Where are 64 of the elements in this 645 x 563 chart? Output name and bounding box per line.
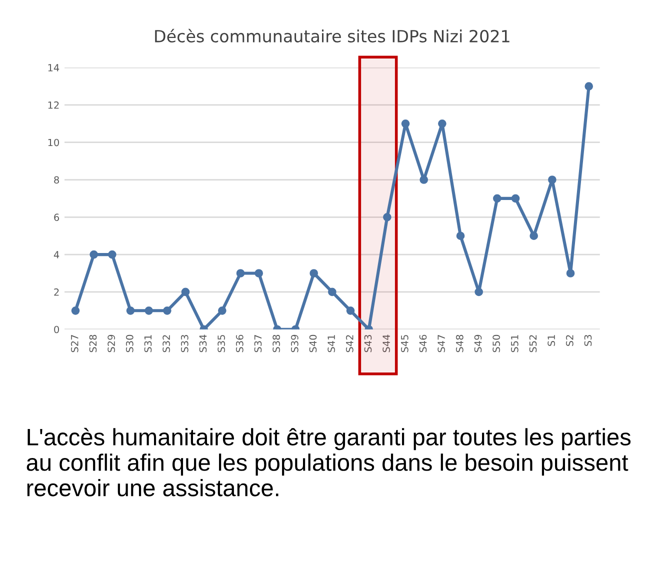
point [108,250,116,259]
x-tick-label: S42 [346,335,354,352]
x-tick-label: S40 [309,334,317,352]
point [401,119,410,128]
x-tick-label: S50 [492,334,500,352]
x-tick-label: S2 [566,335,574,346]
point [90,250,98,259]
x-tick-label: S37 [254,335,262,352]
x-tick-label: S36 [236,334,244,352]
point [310,269,318,278]
point [144,306,154,315]
x-tick-label: S32 [162,335,170,352]
y-tick-label: 2 [54,288,59,296]
x-tick-label: S44 [382,334,390,352]
x-tick-label: S52 [529,335,537,352]
point [218,306,226,315]
x-tick-label: S46 [419,334,427,352]
x-tick-label: S43 [364,334,372,352]
text: L'accès humanitaire doit être garanti par toutes les parties au conflit afin que les populations dans le besoin puissent recevoir une assistance. [26,428,631,496]
x-tick-label: S49 [474,334,482,352]
x-tick-label: S51 [510,335,518,352]
y-tick-label: 6 [54,214,60,221]
point [493,194,502,203]
x-tick-label: S30 [126,334,134,352]
x-tick-label: S1 [548,335,556,346]
point [328,288,336,296]
x-tick-label: S35 [218,335,225,352]
x-tick-label: S47 [438,335,445,352]
point [181,288,190,296]
point [474,288,484,296]
x-tick-label: S48 [456,334,464,352]
x-tick-label: S27 [70,335,78,352]
point [71,306,80,315]
chart-title: Décès communautaire sites IDPs Nizi 2021 [155,28,510,42]
point [383,212,392,222]
y-tick-label: 14 [48,64,60,72]
point [254,269,264,278]
point [236,269,245,278]
point [456,232,465,240]
y-tick-label: 10 [48,138,59,146]
point [548,176,556,184]
y-tick-label: 4 [54,251,60,258]
point [163,306,172,315]
point [346,306,355,315]
y-tick-label: 8 [54,176,59,184]
point [530,232,538,240]
point [420,176,428,184]
point [511,194,520,203]
x-tick-label: S3 [584,334,592,346]
x-tick-label: S41 [328,335,335,352]
y-tick-label: 12 [48,101,59,109]
point [126,306,135,315]
y-tick-label: 0 [54,326,59,334]
point [566,269,575,278]
x-tick-label: S28 [89,334,97,352]
point [584,82,594,90]
point [438,119,446,128]
x-tick-label: S38 [272,334,280,352]
x-tick-label: S34 [199,334,207,352]
x-tick-label: S31 [144,335,152,352]
x-tick-label: S45 [400,335,408,352]
x-tick-label: S33 [180,334,188,352]
x-tick-label: S29 [108,334,115,352]
x-tick-label: S39 [290,334,298,352]
